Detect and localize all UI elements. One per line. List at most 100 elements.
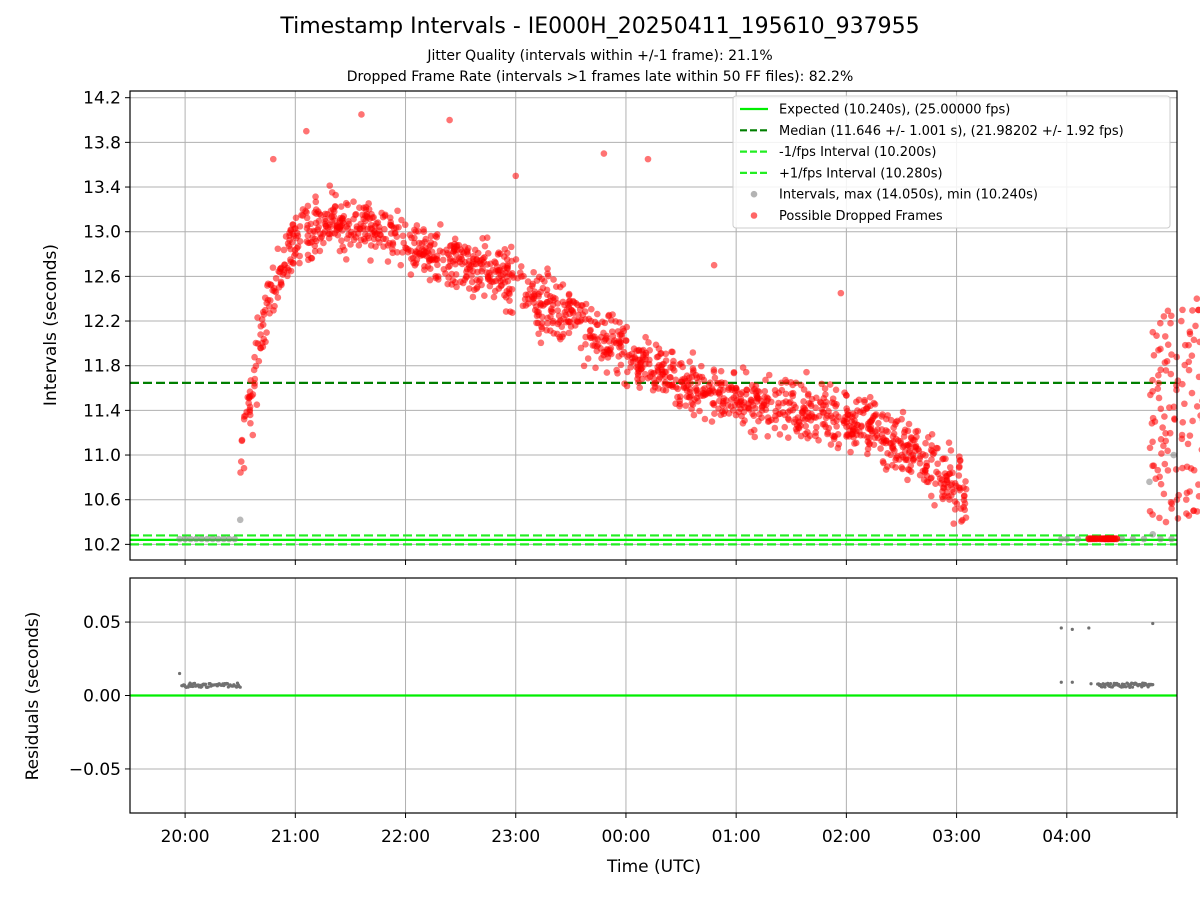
- dropped-frame-point: [747, 428, 755, 436]
- dropped-frame-point: [788, 390, 795, 398]
- dropped-frame-point: [870, 441, 878, 449]
- dropped-frame-point: [519, 302, 527, 310]
- dropped-frame-point: [384, 258, 392, 265]
- dropped-frame-point: [371, 229, 379, 236]
- dropped-frame-point: [547, 327, 554, 334]
- dropped-frame-point: [921, 466, 929, 474]
- dropped-frame-point: [642, 351, 650, 359]
- interval-point: [220, 535, 227, 543]
- dropped-frame-point: [871, 434, 879, 442]
- dropped-frame-point: [1181, 341, 1189, 349]
- dropped-frame-point: [1197, 412, 1200, 419]
- dropped-frame-point: [805, 390, 812, 398]
- dropped-frame-point: [292, 234, 300, 242]
- dropped-frame-point: [531, 306, 539, 314]
- chart-subtitle-dropped: Dropped Frame Rate (intervals >1 frames …: [346, 69, 854, 85]
- dropped-frame-point: [686, 358, 694, 365]
- dropped-frame-point: [240, 464, 248, 472]
- top-plot-frame: [129, 90, 1178, 561]
- dropped-frame-point: [688, 399, 696, 407]
- residual-point: [1070, 627, 1074, 632]
- dropped-frame-point: [854, 407, 861, 414]
- dropped-frame-point: [711, 374, 719, 382]
- dropped-frame-point: [697, 392, 705, 400]
- dropped-frame-point: [659, 386, 667, 394]
- dropped-frame-point: [1149, 462, 1156, 470]
- dropped-frame-point: [922, 452, 929, 459]
- dropped-frame-point: [1190, 507, 1197, 515]
- x-ticks: 20:00 21:00 22:00 23:00 00:00 01:00 02:00 03:00…: [161, 560, 1178, 847]
- dropped-frame-point: [899, 465, 906, 473]
- residual-point: [192, 681, 197, 685]
- dropped-frame-point: [573, 318, 581, 325]
- dropped-frame-point: [469, 293, 477, 301]
- dropped-frame-point: [304, 202, 312, 210]
- dropped-frame-point: [554, 307, 562, 314]
- dropped-frame-point: [1147, 391, 1154, 399]
- dropped-frame-point: [928, 431, 936, 438]
- dropped-frame-point: [592, 364, 599, 372]
- interval-point: [1074, 535, 1082, 543]
- dropped-frame-point: [559, 281, 567, 288]
- dropped-frame-point: [1189, 417, 1196, 425]
- dropped-frame-point: [451, 235, 459, 243]
- residual-point: [1059, 680, 1063, 684]
- dropped-frame-point: [504, 261, 511, 269]
- bottom-y-ticks: 0.05 0.00 −0.05: [69, 613, 130, 780]
- dropped-frame-point: [1164, 341, 1172, 348]
- dropped-frame-point: [538, 323, 545, 331]
- dropped-frame-point: [338, 237, 345, 244]
- dropped-frame-point: [603, 334, 610, 342]
- dropped-frame-point: [652, 341, 660, 349]
- dropped-frame-point: [795, 424, 803, 432]
- dropped-frame-point: [882, 466, 890, 473]
- x-tick-label: 23:00: [491, 827, 540, 847]
- dropped-frame-point: [350, 198, 357, 205]
- chart-subtitle-jitter: Jitter Quality (intervals within +/-1 fr…: [427, 48, 773, 64]
- dropped-frame-point: [686, 393, 694, 401]
- dropped-frame-point: [617, 361, 625, 369]
- dropped-frame-point: [463, 273, 470, 280]
- dropped-frame-point: [508, 257, 516, 265]
- dropped-frame-point: [830, 433, 838, 441]
- bottom-y-tick-label: 0.05: [83, 613, 121, 633]
- dropped-frame-point: [451, 246, 458, 254]
- interval-point: [1118, 535, 1126, 543]
- dropped-frame-point: [696, 407, 703, 415]
- dropped-frame-point: [468, 272, 475, 279]
- dropped-frame-point: [600, 150, 608, 157]
- dropped-frame-point: [898, 415, 905, 423]
- dropped-frame-point: [905, 420, 913, 428]
- dropped-frame-point: [535, 330, 542, 338]
- dropped-frame-point: [1195, 481, 1200, 488]
- dropped-frame-point: [253, 401, 261, 409]
- dropped-frame-point: [390, 224, 398, 232]
- dropped-frame-point: [296, 252, 303, 260]
- dropped-frame-point: [1156, 473, 1163, 481]
- dropped-frame-point: [1156, 514, 1163, 522]
- dropped-frame-point: [1188, 352, 1196, 360]
- dropped-frame-point: [457, 278, 464, 286]
- dropped-frame-point: [760, 400, 768, 407]
- dropped-frame-point: [342, 256, 350, 263]
- dropped-frame-point: [891, 447, 898, 454]
- dropped-frame-point: [411, 239, 418, 247]
- dropped-frame-point: [249, 391, 257, 398]
- dropped-frame-point: [399, 249, 406, 256]
- dropped-frame-point: [407, 247, 415, 255]
- residual-point: [1151, 621, 1155, 626]
- residual-point: [1124, 685, 1128, 689]
- x-tick-label: 03:00: [932, 827, 981, 847]
- dropped-frame-point: [875, 419, 882, 427]
- dropped-frame-point: [276, 265, 284, 272]
- dropped-frame-point: [764, 432, 771, 440]
- dropped-frame-point: [622, 337, 630, 344]
- dropped-frame-point: [816, 398, 824, 406]
- dropped-frame-point: [916, 459, 924, 467]
- dropped-frame-point: [348, 228, 355, 236]
- dropped-frame-point: [1167, 319, 1174, 327]
- dropped-frame-point: [386, 240, 393, 247]
- dropped-frame-point: [670, 357, 677, 365]
- dropped-frame-point: [615, 353, 623, 360]
- dropped-frame-point: [407, 271, 415, 278]
